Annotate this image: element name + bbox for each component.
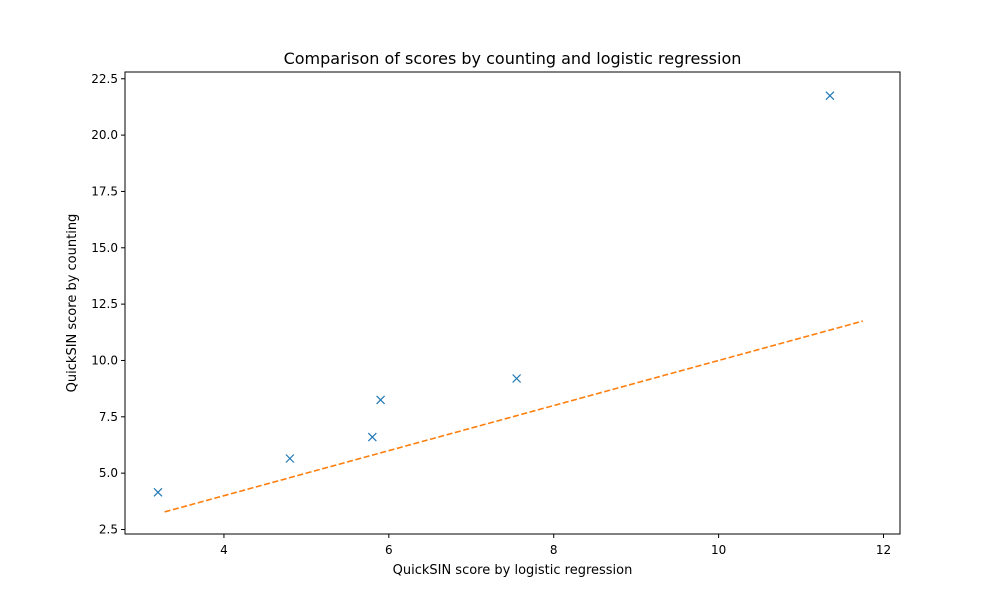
data-point (153, 487, 163, 497)
data-point (367, 432, 377, 442)
data-point (285, 454, 295, 463)
y-tick-label: 2.5 (99, 522, 118, 536)
x-tick-label: 10 (711, 543, 726, 557)
x-tick-label: 4 (220, 543, 228, 557)
data-point-stroke (512, 374, 522, 383)
x-tick-label: 8 (550, 543, 558, 557)
data-point-stroke (376, 395, 386, 405)
data-point-stroke (153, 487, 163, 497)
y-tick-label: 5.0 (99, 466, 118, 480)
y-tick-label: 15.0 (91, 241, 118, 255)
x-tick-label: 6 (385, 543, 393, 557)
y-tick-label: 17.5 (91, 184, 118, 198)
data-point (825, 91, 835, 101)
data-point-stroke (367, 432, 377, 442)
y-tick-label: 7.5 (99, 410, 118, 424)
y-axis-label: QuickSIN score by counting (65, 214, 80, 393)
y-tick-label: 10.0 (91, 353, 118, 367)
data-point (376, 395, 386, 405)
data-point (512, 374, 522, 383)
y-tick-label: 20.0 (91, 128, 118, 142)
axis-ticks: 4 6 8 10 12 2.5 5.0 7.5 10.0 12.5 15.0 17.5 20.0 22.5 (91, 72, 891, 557)
data-point-stroke (825, 91, 835, 101)
data-point-stroke (285, 454, 295, 463)
x-tick-label: 12 (876, 543, 891, 557)
y-tick-label: 22.5 (91, 72, 118, 86)
y-tick-label: 12.5 (91, 297, 118, 311)
x-axis-label: QuickSIN score by logistic regression (393, 563, 633, 578)
plot-area (153, 91, 864, 513)
plot-frame (124, 71, 901, 535)
chart-title: Comparison of scores by counting and log… (284, 49, 742, 68)
reference-line (164, 320, 864, 513)
